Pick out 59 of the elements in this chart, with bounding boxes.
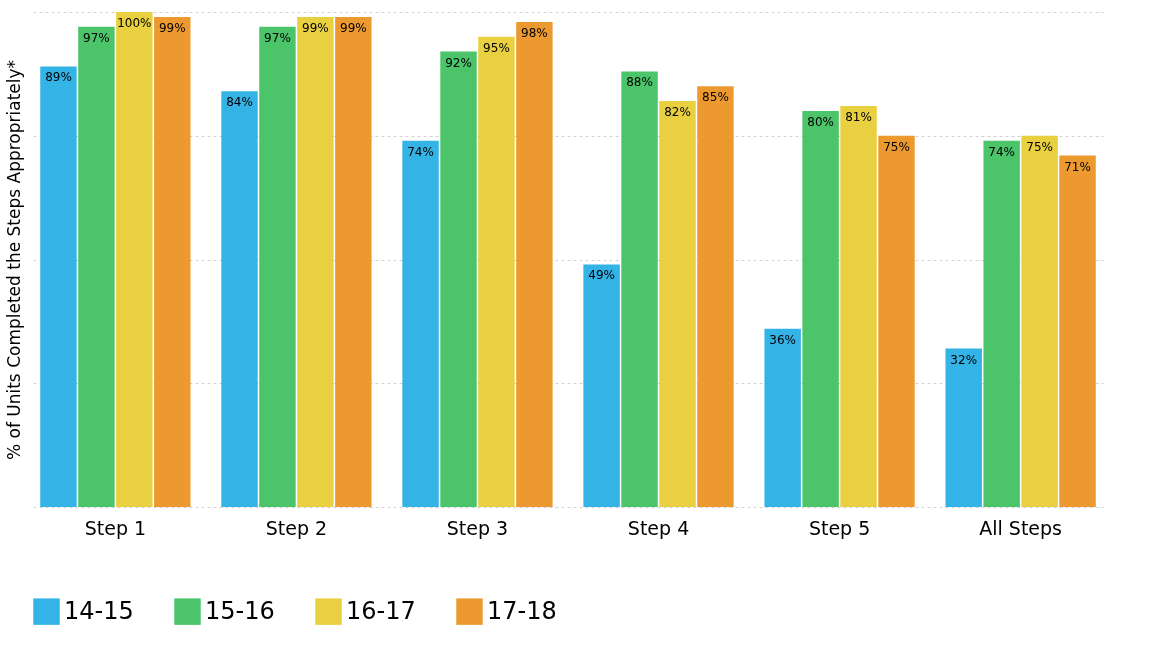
legend-label: 16-17 — [346, 596, 416, 625]
data-label: 80% — [807, 115, 834, 129]
bar — [802, 111, 839, 507]
data-label: 74% — [407, 144, 434, 159]
data-label: 74% — [988, 144, 1015, 159]
data-label: 98% — [521, 25, 548, 40]
data-label: 99% — [302, 20, 329, 35]
y-axis-title: % of Units Completed the Steps Appropriately* — [3, 59, 24, 461]
bar — [583, 264, 620, 507]
bar — [154, 16, 191, 507]
x-tick-label: Step 5 — [808, 516, 871, 539]
bar — [78, 26, 115, 507]
x-tick-label: Step 1 — [84, 516, 147, 539]
data-label: 88% — [626, 75, 653, 90]
bar — [697, 86, 734, 507]
data-label: 99% — [340, 20, 367, 35]
data-label: 32% — [950, 352, 978, 367]
data-label: 100% — [117, 16, 152, 30]
x-tick-label: Step 4 — [627, 516, 690, 539]
data-label: 75% — [1026, 139, 1053, 154]
legend-label: 15-16 — [205, 596, 275, 625]
data-label: 85% — [702, 90, 729, 105]
data-label: 49% — [588, 268, 615, 283]
bar — [1059, 155, 1096, 507]
bar — [478, 36, 515, 507]
bar — [764, 328, 801, 507]
bar — [516, 21, 553, 507]
legend-label: 17-18 — [487, 596, 557, 625]
legend-label: 14-15 — [64, 596, 134, 625]
bar — [659, 101, 696, 507]
bar — [116, 12, 153, 507]
x-tick-label: Step 3 — [446, 516, 509, 539]
bar — [440, 51, 477, 507]
bar — [259, 26, 296, 507]
bar — [402, 140, 439, 507]
bar — [1021, 135, 1058, 507]
data-label: 92% — [445, 55, 472, 70]
bar — [221, 91, 258, 507]
bar — [297, 16, 334, 507]
x-tick-label: All Steps — [979, 516, 1063, 539]
data-label: 99% — [158, 20, 186, 35]
data-label: 89% — [45, 70, 72, 85]
bar — [983, 140, 1020, 507]
bar — [878, 135, 915, 507]
data-label: 97% — [83, 30, 110, 45]
data-label: 75% — [883, 139, 910, 154]
data-label: 36% — [769, 332, 796, 347]
bar — [335, 16, 372, 507]
data-label: 84% — [226, 95, 253, 110]
data-label: 71% — [1064, 159, 1091, 174]
bar — [621, 71, 658, 507]
bar — [945, 348, 982, 507]
bar — [840, 106, 877, 507]
data-label: 95% — [483, 40, 510, 55]
data-label: 82% — [664, 105, 691, 120]
data-label: 97% — [264, 30, 291, 45]
bar — [40, 66, 77, 507]
x-tick-label: Step 2 — [265, 516, 328, 539]
data-label: 81% — [845, 110, 872, 125]
